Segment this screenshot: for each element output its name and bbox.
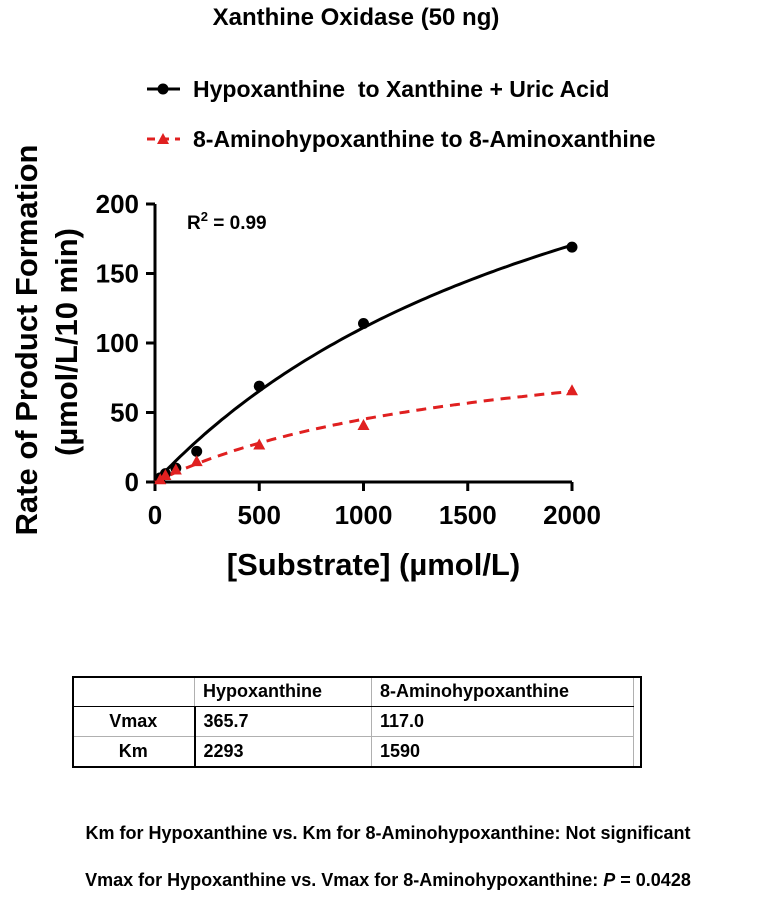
table-cell: 2293 [194,736,372,767]
r-squared-annotation: R2 = 0.99 [187,209,267,234]
vmax-comparison-note: Vmax for Hypoxanthine vs. Vmax for 8-Ami… [0,870,776,891]
p-label: P [603,870,616,890]
x-tick-label: 0 [148,500,162,530]
table-row: Km 2293 1590 [72,736,634,767]
y-tick-label: 50 [110,398,139,428]
chart-svg: Hypoxanthine to Xanthine + Uric Acid 8-Am… [9,76,656,582]
table-row-label: Km [72,736,196,767]
y-axis-label: Rate of Product Formation [9,145,44,536]
y-tick-label: 150 [96,259,139,289]
data-point [358,318,369,330]
data-point [566,241,578,253]
data-points [154,241,578,485]
axes: 0 500 1000 1500 2000 0 50 100 150 200 [Substrate] … [9,145,601,582]
table-header-hypoxanthine: Hypoxanthine [194,676,372,707]
x-axis-label: [Substrate] (µmol/L) [227,547,520,582]
legend-label-2: 8-Aminohypoxanthine to 8-Aminoxanthine [193,126,656,152]
data-point [357,419,370,431]
table-cell: 117.0 [371,706,634,737]
p-value: = 0.0428 [615,870,691,890]
y-axis-label-units: (µmol/L/10 min) [49,228,84,456]
x-tick-label: 500 [238,500,281,530]
legend: Hypoxanthine to Xanthine + Uric Acid 8-Am… [147,76,656,152]
fit-curve-1 [153,243,573,484]
data-point [191,445,203,457]
data-point [159,469,172,481]
fit-curves [153,243,573,484]
km-comparison-note: Km for Hypoxanthine vs. Km for 8-Aminohy… [85,823,691,843]
y-tick-label: 0 [125,467,139,497]
data-point [253,438,266,450]
table-cell: 1590 [371,736,634,767]
x-tick-label: 2000 [543,500,601,530]
table-header-empty [72,676,195,707]
y-tick-label: 100 [96,328,139,358]
fit-curve-2 [154,389,573,484]
data-point [190,455,203,467]
table-row-label: Vmax [72,706,196,737]
table-header-aminohypoxanthine: 8-Aminohypoxanthine [371,676,634,707]
y-tick-label: 200 [96,189,139,219]
x-tick-label: 1500 [439,500,497,530]
legend-label-1: Hypoxanthine to Xanthine + Uric Acid [193,76,609,102]
chart-title: Xanthine Oxidase (50 ng) [212,4,500,31]
data-point [566,384,578,396]
x-tick-label: 1000 [335,500,393,530]
vmax-note-prefix: Vmax for Hypoxanthine vs. Vmax for 8-Ami… [85,870,604,890]
kinetics-table: Hypoxanthine 8-Aminohypoxanthine Vmax 36… [72,676,634,767]
legend-marker-2 [157,133,169,144]
table-header-row: Hypoxanthine 8-Aminohypoxanthine [72,676,634,707]
data-point [169,463,182,475]
legend-marker-1 [157,83,169,95]
table-cell: 365.7 [194,706,372,737]
table-row: Vmax 365.7 117.0 [72,706,634,737]
data-point [253,380,265,392]
